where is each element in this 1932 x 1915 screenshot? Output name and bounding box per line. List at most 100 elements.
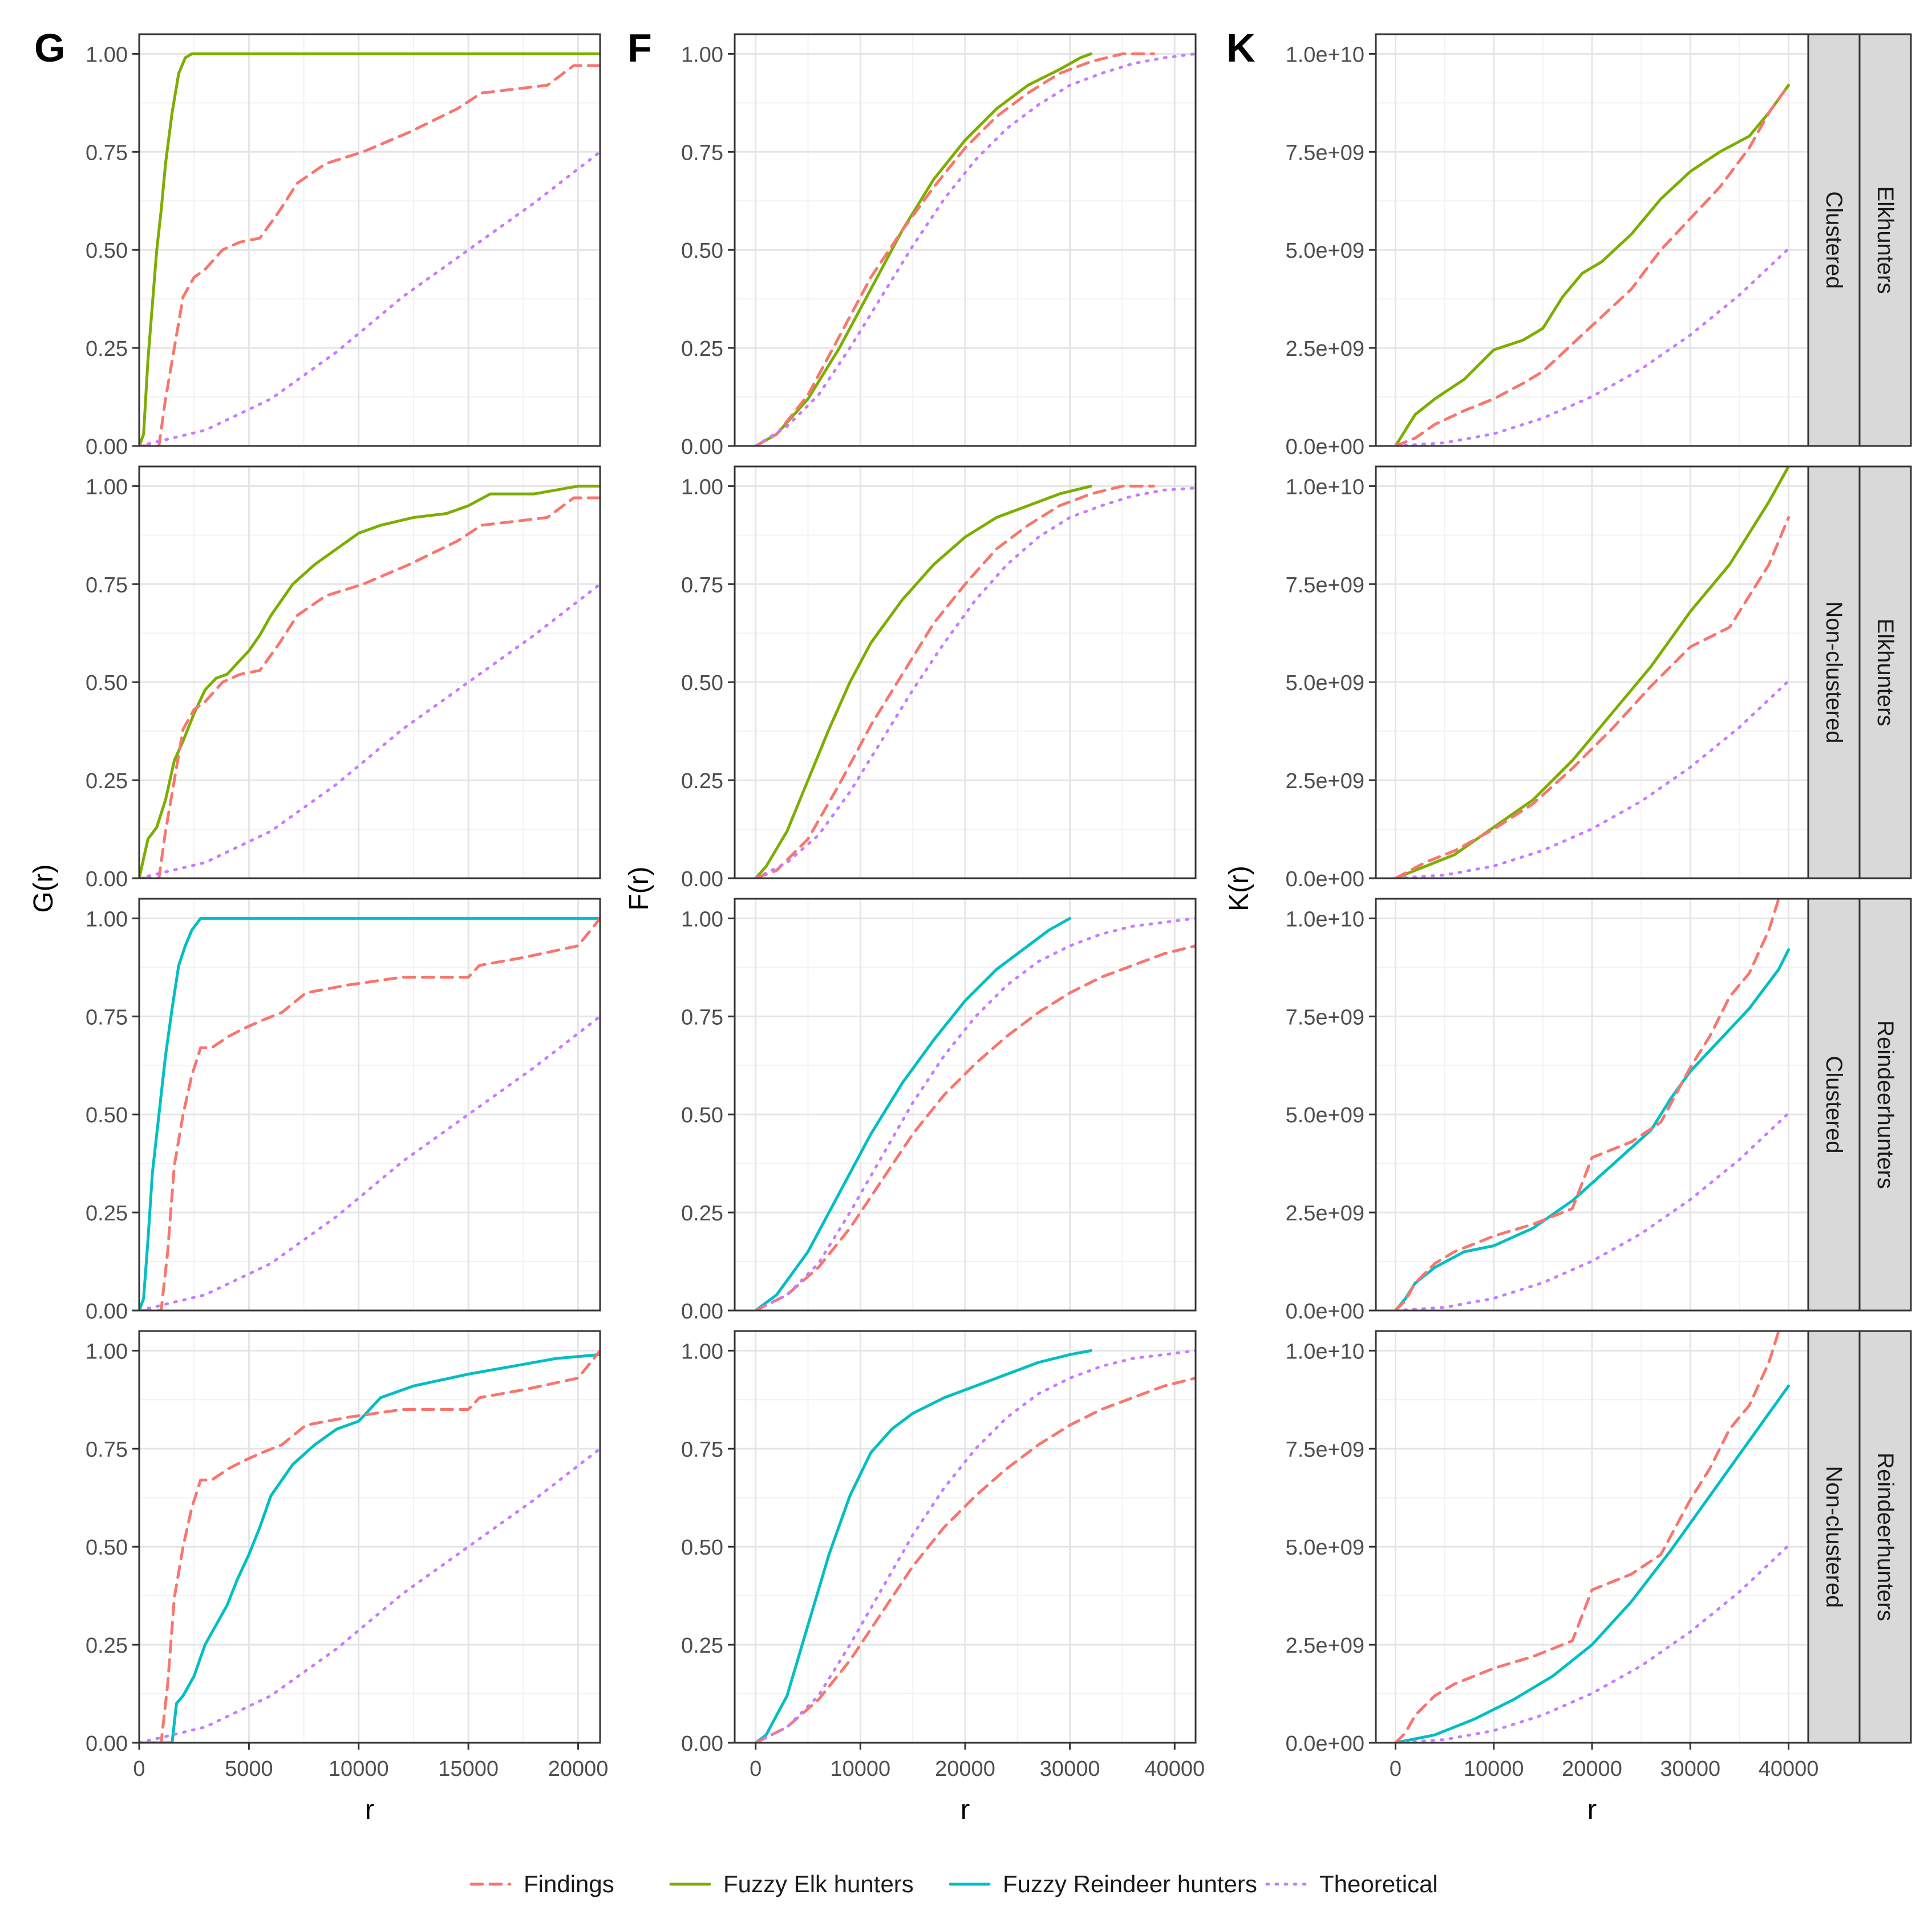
y-tick-label: 1.00 bbox=[86, 1340, 128, 1364]
y-tick-label: 0.25 bbox=[681, 337, 723, 361]
panel-border bbox=[734, 898, 1197, 1312]
panel-f-reindeerhunters-clustered: 0.00 0.25 0.50 0.75 1.00 bbox=[681, 898, 1197, 1324]
series-fuzzy-reindeer-hunters bbox=[754, 1349, 1092, 1743]
legend-item-fuzzy-reindeer: Fuzzy Reindeer hunters bbox=[947, 1861, 1257, 1907]
y-tick-label: 0.25 bbox=[86, 1634, 128, 1658]
x-tick-label: 0 bbox=[133, 1757, 145, 1781]
series-fuzzy-elk-hunters bbox=[1394, 466, 1790, 878]
y-tick-label: 0.50 bbox=[681, 239, 723, 263]
y-tick-label: 1.00 bbox=[681, 475, 723, 499]
y-tick-label: 0.0e+00 bbox=[1286, 1300, 1364, 1324]
y-tick-label: 0.50 bbox=[86, 671, 128, 695]
series-fuzzy-reindeer-hunters bbox=[139, 1353, 600, 1743]
y-tick-label: 1.00 bbox=[681, 907, 723, 931]
panel-f-elkhunters-non-clustered: 0.00 0.25 0.50 0.75 1.00 bbox=[681, 465, 1197, 891]
series-theoretical bbox=[139, 1015, 600, 1311]
panel-border bbox=[138, 898, 601, 1312]
strip-label-inner: Clustered bbox=[1821, 1056, 1846, 1153]
series-fuzzy-reindeer-hunters bbox=[1394, 1384, 1790, 1743]
strip-label-outer: Elkhunters bbox=[1873, 186, 1898, 294]
y-tick-label: 0.00 bbox=[681, 1300, 723, 1324]
y-tick-label: 1.00 bbox=[86, 43, 128, 67]
legend-label-fuzzy-elk: Fuzzy Elk hunters bbox=[723, 1871, 914, 1897]
series-theoretical bbox=[754, 916, 1196, 1311]
y-tick-label: 0.00 bbox=[681, 867, 723, 891]
panel-g-reindeerhunters-non-clustered: 0.00 0.25 0.50 0.75 1.00 0 5000 10000 15000 20000 bbox=[86, 1330, 608, 1781]
y-tick-label: 0.50 bbox=[86, 239, 128, 263]
x-tick-label: 0 bbox=[1390, 1757, 1402, 1781]
y-tick-label: 1.00 bbox=[86, 475, 128, 499]
strip-outer bbox=[1858, 1330, 1912, 1744]
y-tick-label: 2.5e+09 bbox=[1286, 769, 1364, 793]
x-tick-label: 40000 bbox=[1144, 1757, 1205, 1781]
strip-label-outer: Reindeerhunters bbox=[1873, 1020, 1898, 1189]
y-tick-label: 1.00 bbox=[681, 43, 723, 67]
y-tick-label: 0.0e+00 bbox=[1286, 1732, 1364, 1756]
series-fuzzy-elk-hunters bbox=[1394, 83, 1790, 446]
y-axis-label-f: F(r) bbox=[624, 866, 654, 910]
legend-label-theoretical: Theoretical bbox=[1319, 1871, 1438, 1897]
y-tick-label: 0.0e+00 bbox=[1286, 867, 1364, 891]
panel-background bbox=[139, 34, 600, 446]
y-tick-label: 0.25 bbox=[86, 337, 128, 361]
y-axis-label-k: K(r) bbox=[1224, 866, 1254, 911]
legend-item-findings: Findings bbox=[468, 1861, 614, 1907]
y-tick-label: 1.0e+10 bbox=[1286, 475, 1364, 499]
panel-g-elkhunters-non-clustered: 0.00 0.25 0.50 0.75 1.00 bbox=[86, 465, 601, 891]
strip-label-inner: Clustered bbox=[1821, 191, 1846, 289]
x-tick-label: 30000 bbox=[1660, 1757, 1720, 1781]
panel-border bbox=[138, 465, 601, 879]
y-tick-label: 0.50 bbox=[681, 1536, 723, 1560]
strip-outer bbox=[1858, 898, 1912, 1312]
series-findings bbox=[139, 496, 600, 878]
panel-g-elkhunters-clustered: 0.00 0.25 0.50 0.75 1.00 bbox=[86, 33, 601, 459]
y-tick-label: 0.75 bbox=[681, 1005, 723, 1029]
series-findings bbox=[754, 1377, 1196, 1743]
panel-g-reindeerhunters-clustered: 0.00 0.25 0.50 0.75 1.00 bbox=[86, 898, 601, 1324]
panel-k-elkhunters-non-clustered: 0.0e+00 2.5e+09 5.0e+09 7.5e+09 1.0e+10 Non-c… bbox=[1286, 465, 1912, 891]
series-theoretical bbox=[139, 582, 600, 878]
panel-background bbox=[139, 1331, 600, 1743]
y-tick-label: 7.5e+09 bbox=[1286, 141, 1364, 165]
legend-item-fuzzy-elk: Fuzzy Elk hunters bbox=[667, 1861, 914, 1907]
panel-border bbox=[734, 465, 1197, 879]
strip-label-inner: Non-clustered bbox=[1821, 601, 1846, 743]
y-tick-label: 0.50 bbox=[681, 671, 723, 695]
series-theoretical bbox=[754, 486, 1196, 878]
series-findings bbox=[139, 916, 600, 1311]
y-tick-label: 1.0e+10 bbox=[1286, 43, 1364, 67]
legend-key-findings bbox=[469, 1882, 512, 1886]
series-fuzzy-elk-hunters bbox=[754, 52, 1092, 446]
y-tick-label: 0.75 bbox=[86, 141, 128, 165]
series-theoretical bbox=[1394, 1111, 1790, 1311]
series-findings bbox=[1394, 1331, 1780, 1743]
series-findings bbox=[754, 52, 1155, 446]
y-tick-label: 0.00 bbox=[86, 1300, 128, 1324]
series-findings bbox=[1394, 899, 1780, 1311]
y-tick-label: 0.50 bbox=[86, 1536, 128, 1560]
y-tick-label: 5.0e+09 bbox=[1286, 1536, 1364, 1560]
series-theoretical bbox=[1394, 1544, 1790, 1743]
x-tick-label: 10000 bbox=[1464, 1757, 1524, 1781]
y-tick-label: 1.0e+10 bbox=[1286, 907, 1364, 931]
strip-outer bbox=[1858, 465, 1912, 879]
panel-border bbox=[138, 1330, 601, 1744]
legend-label-findings: Findings bbox=[524, 1871, 614, 1897]
y-tick-label: 0.75 bbox=[681, 1438, 723, 1462]
y-tick-label: 0.00 bbox=[681, 1732, 723, 1756]
y-tick-label: 0.00 bbox=[681, 435, 723, 459]
series-theoretical bbox=[754, 1349, 1196, 1743]
series-fuzzy-reindeer-hunters bbox=[139, 916, 600, 1311]
y-tick-label: 1.0e+10 bbox=[1286, 1340, 1364, 1364]
x-tick-label: 5000 bbox=[225, 1757, 273, 1781]
y-tick-label: 5.0e+09 bbox=[1286, 1103, 1364, 1127]
series-theoretical bbox=[754, 52, 1196, 446]
y-tick-label: 2.5e+09 bbox=[1286, 1634, 1364, 1658]
y-tick-label: 0.75 bbox=[86, 1005, 128, 1029]
x-tick-label: 20000 bbox=[1562, 1757, 1622, 1781]
series-theoretical bbox=[139, 150, 600, 446]
y-axis-label-g: G(r) bbox=[29, 864, 59, 912]
y-tick-label: 1.00 bbox=[681, 1340, 723, 1364]
legend-key-theoretical bbox=[1265, 1882, 1307, 1886]
